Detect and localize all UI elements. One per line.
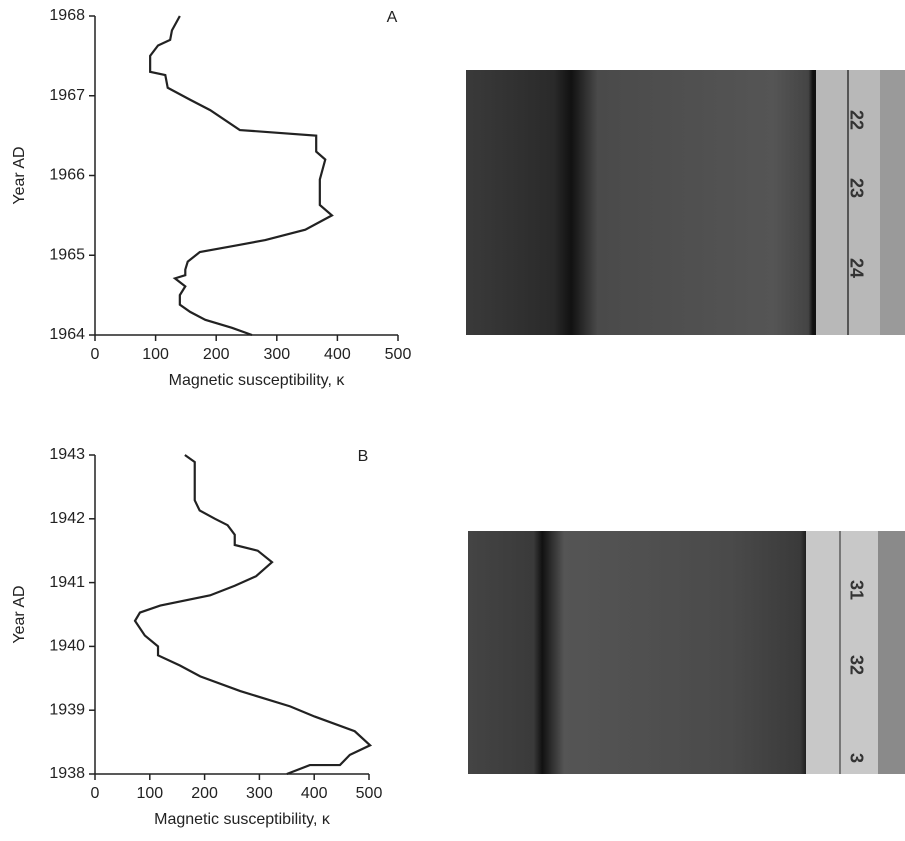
x-tick-label: 400 <box>324 346 351 363</box>
core-photo-a <box>466 70 905 335</box>
y-tick-label: 1965 <box>49 246 85 263</box>
ruler-label: 23 <box>846 178 866 198</box>
y-tick-label: 1967 <box>49 87 85 104</box>
y-tick-label: 1939 <box>49 701 85 718</box>
panel-label: A <box>387 9 398 26</box>
x-tick-label: 500 <box>385 346 412 363</box>
y-tick-label: 1942 <box>49 510 85 527</box>
ruler-label: 24 <box>846 258 866 278</box>
x-tick-label: 0 <box>91 785 100 802</box>
x-tick-label: 300 <box>263 346 290 363</box>
y-tick-label: 1938 <box>49 765 85 782</box>
x-axis-label: Magnetic susceptibility, κ <box>154 811 331 828</box>
y-tick-label: 1941 <box>49 574 85 591</box>
y-axis-label: Year AD <box>11 585 28 643</box>
x-tick-label: 300 <box>246 785 273 802</box>
y-tick-label: 1940 <box>49 638 85 655</box>
ruler-label: 32 <box>846 655 866 675</box>
x-tick-label: 0 <box>91 346 100 363</box>
x-tick-label: 200 <box>191 785 218 802</box>
ruler-label: 31 <box>846 580 866 600</box>
susceptibility-line <box>133 454 373 776</box>
ruler-label: 22 <box>846 110 866 130</box>
x-tick-label: 100 <box>142 346 169 363</box>
y-tick-label: 1964 <box>49 326 85 343</box>
y-axis-label: Year AD <box>11 146 28 204</box>
y-tick-label: 1943 <box>49 446 85 463</box>
x-tick-label: 200 <box>203 346 230 363</box>
ruler-label: 3 <box>846 753 866 763</box>
panel-label: B <box>358 448 369 465</box>
x-axis-label: Magnetic susceptibility, κ <box>169 372 346 389</box>
core-photo-b <box>468 531 905 774</box>
y-tick-label: 1968 <box>49 7 85 24</box>
x-tick-label: 400 <box>301 785 328 802</box>
x-tick-label: 500 <box>356 785 383 802</box>
susceptibility-line <box>149 15 334 337</box>
y-tick-label: 1966 <box>49 167 85 184</box>
x-tick-label: 100 <box>136 785 163 802</box>
